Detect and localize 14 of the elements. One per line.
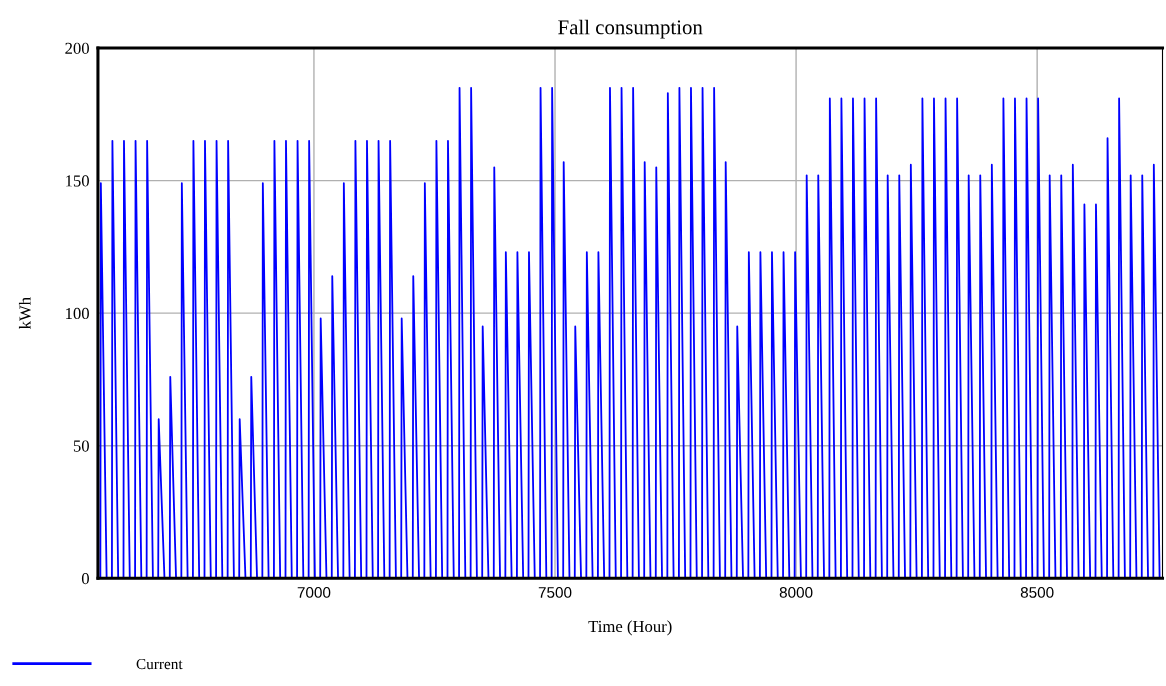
x-tick-label: 7500 bbox=[538, 587, 572, 598]
x-tick-label: 8000 bbox=[779, 587, 813, 598]
y-tick-label: 100 bbox=[66, 307, 89, 320]
line-series bbox=[99, 86, 1161, 579]
x-axis-title: Time (Hour) bbox=[588, 620, 672, 636]
text: Current bbox=[136, 658, 183, 670]
chart-title: Fall consumption bbox=[558, 19, 703, 39]
x-tick-label: 8500 bbox=[1020, 587, 1054, 598]
y-axis-title: kWh bbox=[18, 297, 31, 330]
y-tick-label: 150 bbox=[66, 175, 89, 187]
y-tick-label: 0 bbox=[81, 573, 89, 585]
y-tick-label: 50 bbox=[73, 440, 89, 452]
x-tick-label: 7000 bbox=[297, 587, 331, 598]
y-tick-label: 200 bbox=[65, 42, 89, 54]
